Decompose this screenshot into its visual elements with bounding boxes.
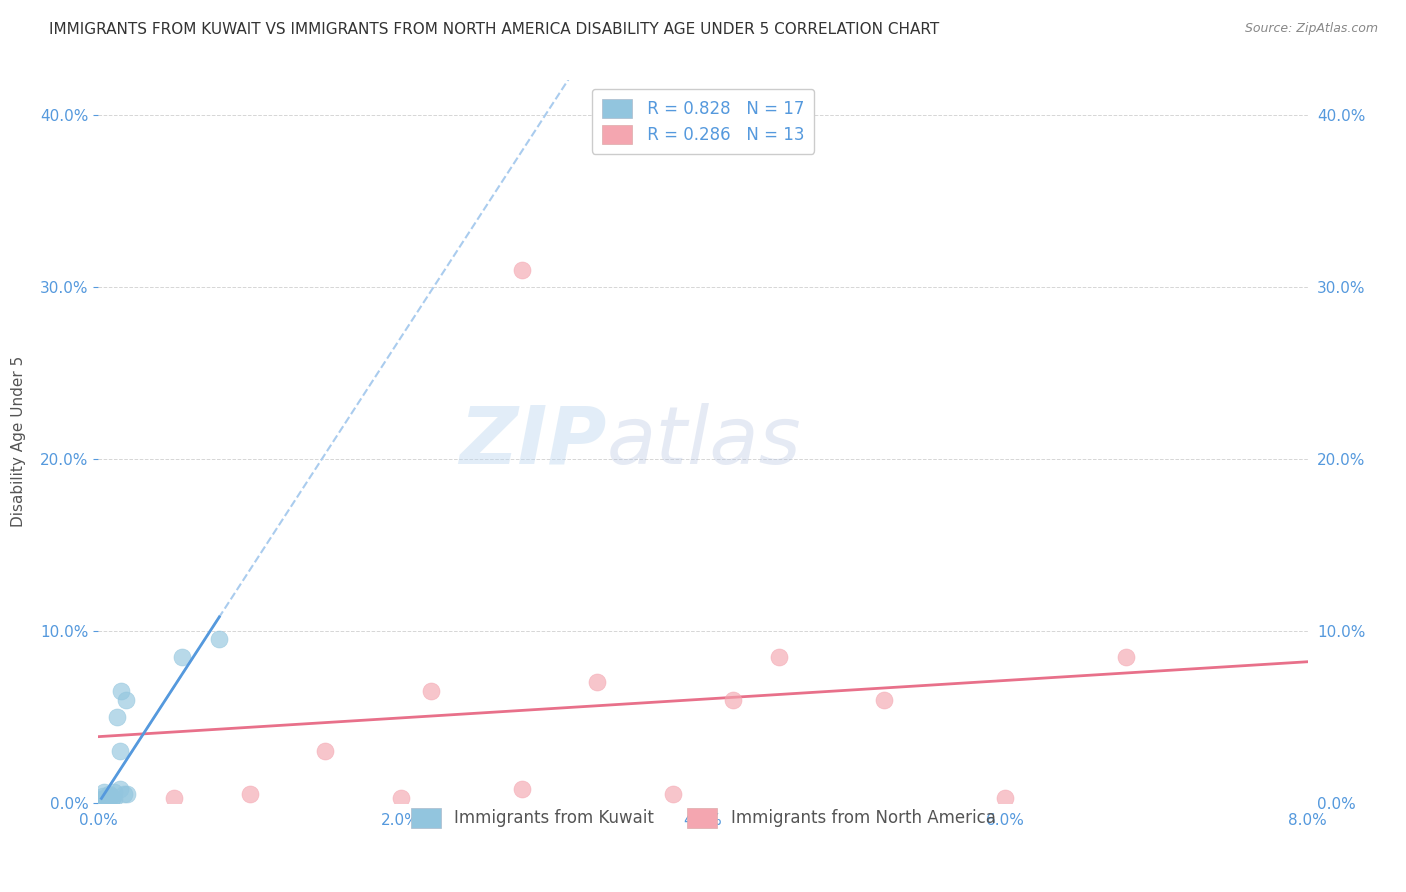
Point: [170, 649, 193, 664]
Point: [108, 744, 131, 758]
Point: [314, 744, 336, 758]
Point: [510, 782, 533, 797]
Point: [586, 675, 609, 690]
Point: [208, 632, 231, 647]
Point: [723, 692, 745, 706]
Point: [994, 790, 1017, 805]
Point: [873, 692, 896, 706]
Point: [103, 792, 125, 806]
Text: ZIP: ZIP: [458, 402, 606, 481]
Point: [163, 790, 186, 805]
Point: [98, 787, 121, 801]
Point: [103, 785, 125, 799]
Point: [115, 787, 138, 801]
Point: [98, 792, 121, 806]
Point: [93, 792, 115, 806]
Point: [420, 684, 443, 698]
Point: [112, 787, 135, 801]
Point: [105, 710, 128, 724]
Point: [389, 790, 412, 805]
Text: Source: ZipAtlas.com: Source: ZipAtlas.com: [1244, 22, 1378, 36]
Point: [94, 792, 117, 806]
Point: [510, 262, 533, 277]
Point: [1115, 649, 1137, 664]
Point: [90, 792, 112, 806]
Point: [108, 782, 131, 797]
Point: [768, 649, 790, 664]
Point: [91, 789, 114, 803]
Point: [110, 684, 132, 698]
Point: [93, 785, 115, 799]
Point: [91, 792, 114, 806]
Point: [101, 792, 124, 806]
Point: [114, 692, 136, 706]
Legend: Immigrants from Kuwait, Immigrants from North America: Immigrants from Kuwait, Immigrants from …: [404, 802, 1002, 834]
Text: atlas: atlas: [606, 402, 801, 481]
Point: [96, 790, 118, 805]
Y-axis label: Disability Age Under 5: Disability Age Under 5: [11, 356, 27, 527]
Point: [101, 790, 124, 805]
Point: [100, 789, 122, 803]
Point: [661, 787, 683, 801]
Point: [239, 787, 262, 801]
Point: [94, 790, 117, 805]
Text: IMMIGRANTS FROM KUWAIT VS IMMIGRANTS FROM NORTH AMERICA DISABILITY AGE UNDER 5 C: IMMIGRANTS FROM KUWAIT VS IMMIGRANTS FRO…: [49, 22, 939, 37]
